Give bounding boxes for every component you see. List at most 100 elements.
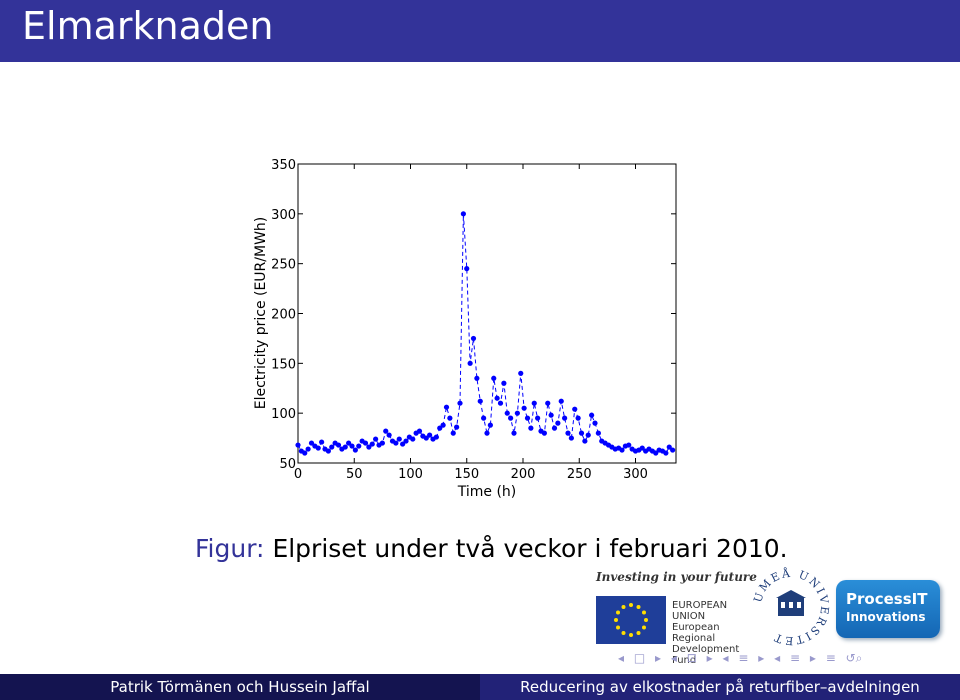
eu-star-icon xyxy=(616,610,621,615)
x-axis-label: Time (h) xyxy=(457,484,517,500)
eu-star-icon xyxy=(621,605,626,610)
data-point xyxy=(460,211,466,217)
data-point xyxy=(342,444,348,450)
data-point xyxy=(346,440,352,446)
nav-section-icon[interactable]: ⊡ xyxy=(686,651,697,665)
data-point xyxy=(578,430,585,436)
eu-star-icon xyxy=(616,625,621,630)
nav-next2-icon[interactable]: ▸ xyxy=(758,651,765,665)
data-point xyxy=(315,445,321,451)
data-point xyxy=(548,412,554,418)
eu-star-icon xyxy=(641,625,646,630)
data-point xyxy=(477,398,483,404)
data-point xyxy=(369,441,375,447)
logo-strip: Investing in your future EUROPEAN UNION … xyxy=(590,566,950,666)
data-point xyxy=(386,432,392,438)
data-point xyxy=(474,375,480,381)
data-point xyxy=(595,430,601,436)
nav-search-icon[interactable]: ↺⌕ xyxy=(845,651,863,665)
data-point xyxy=(481,415,487,421)
eu-star-icon xyxy=(641,610,646,615)
slide-title: Elmarknaden xyxy=(22,4,274,48)
data-point xyxy=(295,442,301,448)
nav-prev2-icon[interactable]: ◂ xyxy=(722,651,729,665)
data-point xyxy=(497,400,504,406)
nav-next3-icon[interactable]: ▸ xyxy=(809,651,816,665)
data-point xyxy=(305,446,311,452)
nav-frame-icon[interactable]: □ xyxy=(633,651,646,665)
y-tick-label: 250 xyxy=(271,258,296,273)
beamer-navigation: ◂ □ ▸ ◂ ⊡ ▸ ◂ ≡ ▸ ◂ ≡ ▸ ≡ ↺⌕ xyxy=(618,651,958,667)
data-point xyxy=(491,375,497,381)
data-point xyxy=(562,415,568,421)
x-tick-label: 0 xyxy=(294,467,302,482)
data-point xyxy=(555,420,561,426)
nav-page-icon[interactable]: ≡ xyxy=(789,651,801,665)
eu-slogan: Investing in your future xyxy=(596,570,757,584)
caption-text: Elpriset under två veckor i februari 201… xyxy=(272,534,788,563)
data-point xyxy=(511,430,517,436)
data-point xyxy=(575,415,581,421)
data-point xyxy=(457,400,463,406)
data-point xyxy=(592,420,598,426)
data-point xyxy=(521,405,527,411)
data-point xyxy=(366,444,372,450)
eu-line4: Development Fund xyxy=(672,644,740,666)
data-point xyxy=(349,443,355,449)
eu-stars-icon xyxy=(614,603,648,637)
data-point xyxy=(403,438,409,444)
y-axis-label: Electricity price (EUR/MWh) xyxy=(253,217,269,410)
data-point xyxy=(352,447,358,453)
data-point xyxy=(464,266,470,272)
eu-star-icon xyxy=(636,605,641,610)
y-tick-label: 350 xyxy=(271,158,296,173)
data-point xyxy=(319,439,325,445)
data-point xyxy=(410,436,416,442)
data-point xyxy=(551,425,558,431)
data-point xyxy=(308,440,315,446)
data-point xyxy=(524,415,531,421)
data-point xyxy=(393,440,399,446)
nav-subsection-icon[interactable]: ≡ xyxy=(738,651,749,665)
data-point xyxy=(484,430,490,436)
data-point xyxy=(670,447,676,453)
x-tick-label: 100 xyxy=(398,467,423,482)
eu-star-icon xyxy=(614,618,618,622)
eu-star-icon xyxy=(629,633,633,637)
eu-star-icon xyxy=(644,618,648,622)
nav-next-icon[interactable]: ▸ xyxy=(706,651,713,665)
processit-logo: ProcessIT Innovations xyxy=(836,580,940,638)
data-point xyxy=(545,400,551,406)
data-point xyxy=(362,440,369,446)
processit-name: ProcessIT xyxy=(846,590,928,608)
footer: Patrik Törmänen och Hussein Jaffal Reduc… xyxy=(0,674,960,700)
y-tick-label: 50 xyxy=(279,457,296,472)
nav-align-icon[interactable]: ≡ xyxy=(825,651,836,665)
nav-right-arrow-icon[interactable]: ▸ xyxy=(655,651,662,665)
data-point xyxy=(302,450,308,456)
eu-flag-icon xyxy=(596,596,666,644)
data-point xyxy=(528,425,534,431)
data-point xyxy=(582,438,588,444)
nav-prev-icon[interactable]: ◂ xyxy=(670,651,677,665)
data-point xyxy=(504,410,510,416)
eu-text-block: EUROPEAN UNION European Regional Develop… xyxy=(672,600,762,666)
nav-prev3-icon[interactable]: ◂ xyxy=(774,651,781,665)
x-tick-label: 300 xyxy=(623,467,648,482)
data-point xyxy=(325,448,331,454)
data-point xyxy=(572,406,578,412)
data-point xyxy=(568,435,574,441)
data-point xyxy=(470,335,477,342)
data-point xyxy=(396,436,402,442)
nav-left-arrow-icon[interactable]: ◂ xyxy=(618,651,625,665)
data-point xyxy=(433,434,439,440)
eu-line3: European Regional xyxy=(672,622,720,644)
footer-talk-title: Reducering av elkostnader på returfiber–… xyxy=(480,674,960,700)
processit-sub: Innovations xyxy=(846,610,926,624)
data-point xyxy=(447,415,453,421)
umea-university-seal: UMEÅ UNIVERSITET xyxy=(751,566,829,647)
x-tick-label: 50 xyxy=(346,467,363,482)
data-point xyxy=(379,440,385,446)
data-point xyxy=(400,441,406,447)
